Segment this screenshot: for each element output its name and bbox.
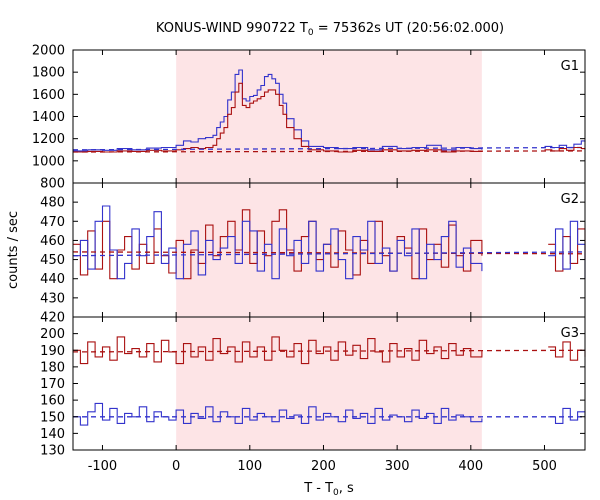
y-tick-label-G1-2: 1200	[32, 132, 65, 147]
chart-panels: 800100012001400160018002000G142043044045…	[32, 44, 586, 474]
series-G1-2	[72, 146, 586, 151]
y-tick-label-G3-3: 160	[40, 394, 65, 409]
series-G1-3	[72, 150, 586, 153]
x-tick-label-0: -100	[88, 459, 118, 474]
y-tick-label-G3-2: 150	[40, 410, 65, 425]
panel-label-G1: G1	[561, 59, 579, 74]
y-tick-label-G3-7: 200	[40, 327, 65, 342]
y-tick-label-G1-0: 800	[40, 177, 65, 192]
series-G2-3	[72, 251, 586, 257]
series-G1-0	[73, 69, 483, 152]
y-tick-label-G2-1: 430	[40, 291, 65, 306]
chart-title: KONUS-WIND 990722 T0 = 75362s UT (20:56:…	[156, 21, 504, 38]
x-tick-label-3: 200	[311, 459, 336, 474]
y-tick-label-G3-5: 180	[40, 360, 65, 375]
series-G3-5	[548, 407, 586, 424]
panel-label-G2: G2	[561, 192, 579, 207]
shaded-interval-G2	[176, 183, 482, 317]
y-axis-label: counts / sec	[6, 211, 21, 289]
series-G1-4	[544, 140, 586, 149]
x-tick-label-5: 400	[458, 459, 483, 474]
series-G2-1	[73, 205, 483, 280]
series-G3-1	[73, 402, 483, 426]
y-tick-label-G2-6: 480	[40, 196, 65, 211]
y-tick-label-G3-4: 170	[40, 377, 65, 392]
y-tick-label-G3-6: 190	[40, 344, 65, 359]
x-tick-label-1: 0	[172, 459, 180, 474]
shaded-interval-G1	[176, 50, 482, 183]
y-tick-label-G3-0: 130	[40, 444, 65, 459]
y-tick-label-G2-0: 420	[40, 311, 65, 326]
x-tick-label-4: 300	[385, 459, 410, 474]
y-tick-label-G2-2: 440	[40, 272, 65, 287]
series-G2-0	[73, 209, 483, 280]
panel-label-G3: G3	[561, 326, 579, 341]
y-tick-label-G2-3: 450	[40, 253, 65, 268]
y-tick-label-G3-1: 140	[40, 427, 65, 442]
series-G3-4	[548, 341, 586, 361]
y-tick-label-G1-3: 1400	[32, 110, 65, 125]
series-G1-5	[544, 146, 586, 152]
series-G3-2	[72, 349, 586, 353]
y-tick-label-G1-1: 1000	[32, 154, 65, 169]
x-tick-label-2: 100	[237, 459, 262, 474]
series-G3-0	[73, 336, 483, 365]
x-tick-label-6: 500	[532, 459, 557, 474]
y-tick-label-G2-5: 470	[40, 215, 65, 230]
x-axis-label: T - T0, s	[303, 481, 354, 498]
y-tick-label-G1-6: 2000	[32, 44, 65, 59]
y-tick-label-G1-4: 1600	[32, 88, 65, 103]
series-G2-2	[72, 251, 586, 255]
y-tick-label-G2-4: 460	[40, 234, 65, 249]
series-G2-4	[548, 228, 586, 272]
y-tick-label-G1-5: 1800	[32, 66, 65, 81]
series-G2-5	[548, 220, 586, 279]
shaded-interval-G3	[176, 317, 482, 450]
